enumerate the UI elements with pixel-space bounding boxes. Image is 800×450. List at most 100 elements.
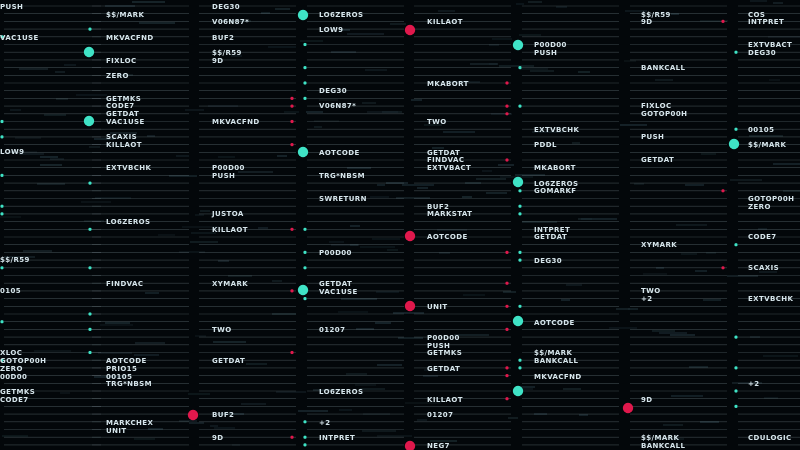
background-noise (108, 114, 136, 116)
background-noise (145, 292, 159, 294)
line-marker (505, 250, 509, 254)
line-marker (290, 143, 294, 147)
column-label: $$/R59 (212, 49, 242, 57)
background-noise (578, 71, 590, 73)
background-noise (4, 256, 35, 258)
column-label: SCAXIS (748, 264, 780, 272)
line-marker (88, 312, 92, 316)
signal-node (187, 409, 199, 421)
background-noise (231, 55, 242, 57)
column-label: GETMKS (0, 388, 36, 396)
signal-node (512, 315, 524, 327)
background-noise (23, 250, 52, 252)
column-label: FIXLOC (106, 57, 137, 65)
background-noise (179, 420, 197, 422)
column-label: GOMARKF (534, 187, 577, 195)
background-noise (572, 142, 580, 144)
background-noise (396, 197, 430, 199)
column-label: GOTOP00H (0, 357, 47, 365)
column-label: NEG7 (427, 442, 450, 450)
column-label: BUF2 (212, 411, 235, 419)
line-marker (0, 35, 4, 39)
column-label: FIXLOC (641, 102, 672, 110)
column-label: XYMARK (641, 241, 678, 249)
background-noise (2, 435, 28, 437)
background-noise (530, 70, 554, 72)
line-marker (290, 104, 294, 108)
column-label: LO6ZEROS (319, 11, 364, 19)
column-label: MARKCHEX (106, 419, 154, 427)
background-noise (492, 38, 512, 40)
column-label: CDULOGIC (748, 434, 792, 442)
background-noise (189, 422, 204, 424)
background-noise (44, 114, 66, 116)
line-marker (734, 404, 738, 408)
background-noise (355, 384, 376, 386)
column-label: GETDAT (427, 149, 461, 157)
background-noise (508, 417, 518, 419)
signal-node (83, 115, 95, 127)
background-noise (64, 64, 76, 66)
column-label: 0105 (0, 287, 22, 295)
line-marker (505, 281, 509, 285)
background-noise (486, 192, 507, 194)
background-noise (462, 196, 472, 198)
line-marker (303, 420, 307, 424)
background-noise (681, 253, 697, 255)
column-label: MKABORT (534, 164, 576, 172)
line-marker (88, 227, 92, 231)
background-noise (700, 20, 728, 22)
background-noise (689, 366, 708, 368)
column-label: 00105 (106, 373, 133, 381)
line-marker (505, 366, 509, 370)
column-label: DEG30 (534, 257, 563, 265)
background-noise (268, 46, 296, 48)
background-noise (375, 322, 391, 324)
background-noise (60, 392, 70, 394)
column-label: INTPRET (319, 434, 356, 442)
line-marker (0, 204, 4, 208)
background-noise (339, 409, 352, 411)
background-noise (759, 271, 777, 273)
column-label: AOTCODE (319, 149, 360, 157)
background-noise (499, 65, 534, 67)
line-marker (518, 258, 522, 262)
background-noise (769, 79, 780, 81)
background-noise (76, 94, 107, 96)
column-label: FINDVAC (427, 156, 465, 164)
line-marker (303, 250, 307, 254)
column-label: P00D00 (427, 334, 460, 342)
background-noise (19, 153, 44, 155)
line-marker (518, 212, 522, 216)
background-noise (10, 109, 21, 111)
background-noise (339, 29, 350, 31)
signal-node (297, 284, 309, 296)
column-label: P00D00 (319, 249, 352, 257)
background-noise (470, 63, 498, 65)
line-marker (88, 266, 92, 270)
line-marker (290, 435, 294, 439)
line-marker (88, 181, 92, 185)
column-label: $$/MARK (534, 349, 573, 357)
background-noise (417, 419, 427, 421)
line-marker (0, 119, 4, 124)
background-noise (176, 155, 189, 157)
signal-node (728, 138, 740, 150)
background-noise (749, 135, 783, 137)
line-marker (734, 389, 738, 393)
line-marker (290, 119, 294, 124)
line-marker (303, 227, 307, 231)
line-marker (505, 304, 509, 308)
background-noise (147, 135, 155, 137)
background-noise (398, 337, 423, 339)
column-label: FINDVAC (106, 280, 144, 288)
background-noise (706, 252, 716, 254)
background-noise (191, 232, 216, 234)
background-noise (105, 322, 130, 324)
column-label: PDDL (534, 141, 557, 149)
background-noise (489, 44, 499, 46)
background-noise (356, 328, 374, 330)
background-noise (439, 252, 450, 254)
column-label: AOTCODE (427, 233, 468, 241)
column-label: LO6ZEROS (319, 388, 364, 396)
